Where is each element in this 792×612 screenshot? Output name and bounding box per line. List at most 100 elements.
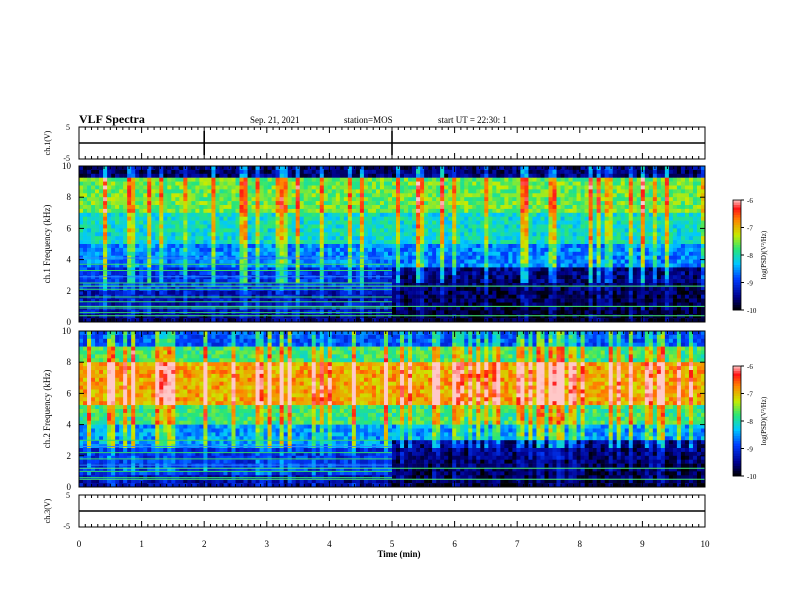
spectrogram-cell [343, 259, 349, 264]
spectrogram-cell [448, 166, 453, 171]
spectrogram-cell [580, 166, 585, 171]
spectrogram-cell [512, 286, 517, 292]
spectrogram-cell [664, 177, 670, 182]
spectrogram-cell [95, 212, 100, 217]
spectrogram-cell [263, 228, 268, 233]
spectrogram-cell [291, 267, 296, 272]
spectrogram-cell [143, 259, 148, 264]
spectrogram-cell [576, 275, 581, 280]
spectrogram-cell [600, 220, 605, 225]
spectrogram-cell [564, 212, 569, 217]
spectrogram-cell [588, 212, 593, 217]
spectrogram-cell [327, 212, 333, 217]
spectrogram-cell [668, 244, 674, 249]
spectrogram-cell [119, 177, 124, 182]
spectrogram-cell [560, 271, 565, 276]
spectrogram-cell [536, 236, 541, 241]
spectrogram-cell [259, 177, 264, 182]
spectrogram-cell [444, 173, 449, 178]
spectrogram-cell [428, 286, 433, 292]
spectrogram-cell [103, 279, 108, 284]
spectrogram-cell [103, 212, 108, 217]
spectrogram-cell [327, 283, 333, 288]
spectrogram-cell [460, 205, 465, 210]
spectrogram-cell [628, 201, 634, 206]
spectrogram-cell [696, 169, 702, 175]
spectrogram-cell [420, 251, 425, 256]
spectrogram-cell [628, 240, 634, 245]
spectrogram-cell [596, 275, 601, 280]
spectrogram-cell [564, 205, 569, 210]
spectrogram-cell [460, 283, 465, 288]
spectrogram-cell [387, 208, 393, 214]
spectrogram-cell [387, 205, 393, 210]
spectrogram-cell [131, 177, 136, 182]
spectrogram-cell [472, 259, 477, 264]
spectrogram-cell [311, 173, 317, 178]
spectrogram-cell [488, 212, 493, 217]
spectrogram-cell [452, 275, 457, 280]
spectrogram-cell [504, 197, 509, 202]
spectrogram-cell [576, 236, 581, 241]
spectrogram-cell [95, 244, 100, 249]
spectrogram-cell [315, 275, 321, 280]
spectrogram-cell [287, 212, 292, 217]
spectrogram-cell [343, 275, 349, 280]
spectrogram-cell [700, 263, 706, 268]
spectrogram-cell [279, 205, 284, 210]
spectrogram-cell [263, 166, 268, 171]
spectrogram-cell [283, 185, 288, 190]
spectrogram-cell [692, 189, 698, 194]
spectrogram-cell [612, 228, 618, 233]
spectrogram-cell [680, 236, 686, 241]
spectrogram-cell [255, 228, 260, 233]
spectrogram-cell [628, 220, 634, 225]
spectrogram-cell [452, 185, 457, 190]
spectrogram-cell [83, 181, 88, 186]
spectrogram-cell [239, 283, 244, 288]
spectrogram-cell [111, 275, 116, 280]
spectrogram-cell [440, 279, 445, 284]
spectrogram-cell [688, 224, 694, 229]
spectrogram-cell [548, 267, 553, 272]
spectrogram-cell [572, 283, 577, 288]
spectrogram-cell [400, 247, 405, 253]
spectrogram-cell [424, 166, 429, 171]
spectrogram-cell [343, 201, 349, 206]
spectrogram-cell [420, 224, 425, 229]
spectrogram-cell [155, 271, 160, 276]
spectrogram-cell [219, 224, 224, 229]
spectrogram-cell [596, 251, 601, 256]
spectrogram-cell [267, 263, 272, 268]
spectrogram-cell [279, 177, 284, 182]
spectrogram-cell [476, 259, 481, 264]
spectrogram-cell [123, 259, 128, 264]
spectrogram-cell [660, 220, 666, 225]
spectrogram-cell [568, 193, 573, 198]
spectrogram-cell [628, 181, 634, 186]
spectrogram-cell [676, 166, 682, 171]
spectrogram-cell [159, 263, 164, 268]
spectrogram-cell [283, 283, 288, 288]
spectrogram-cell [544, 212, 549, 217]
spectrogram-cell [123, 201, 128, 206]
spectrogram-cell [167, 267, 172, 272]
spectrogram-cell [656, 166, 662, 171]
spectrogram-cell [412, 263, 417, 268]
spectrogram-cell [131, 251, 136, 256]
spectrogram-cell [339, 275, 345, 280]
spectrogram-cell [359, 216, 365, 221]
spectrogram-cell [315, 263, 321, 268]
spectrogram-cell [155, 185, 160, 190]
spectrogram-cell [311, 216, 317, 221]
spectrogram-cell [175, 216, 180, 221]
spectrogram-cell [400, 197, 405, 202]
spectrogram-cell [255, 169, 260, 175]
spectrogram-cell [404, 166, 409, 171]
spectrogram-cell [628, 197, 634, 202]
spectrogram-cell [480, 279, 485, 284]
spectrogram-cell [492, 283, 497, 288]
spectrogram-cell [468, 193, 473, 198]
spectrogram-cell [175, 189, 180, 194]
spectrogram-cell [628, 166, 634, 171]
